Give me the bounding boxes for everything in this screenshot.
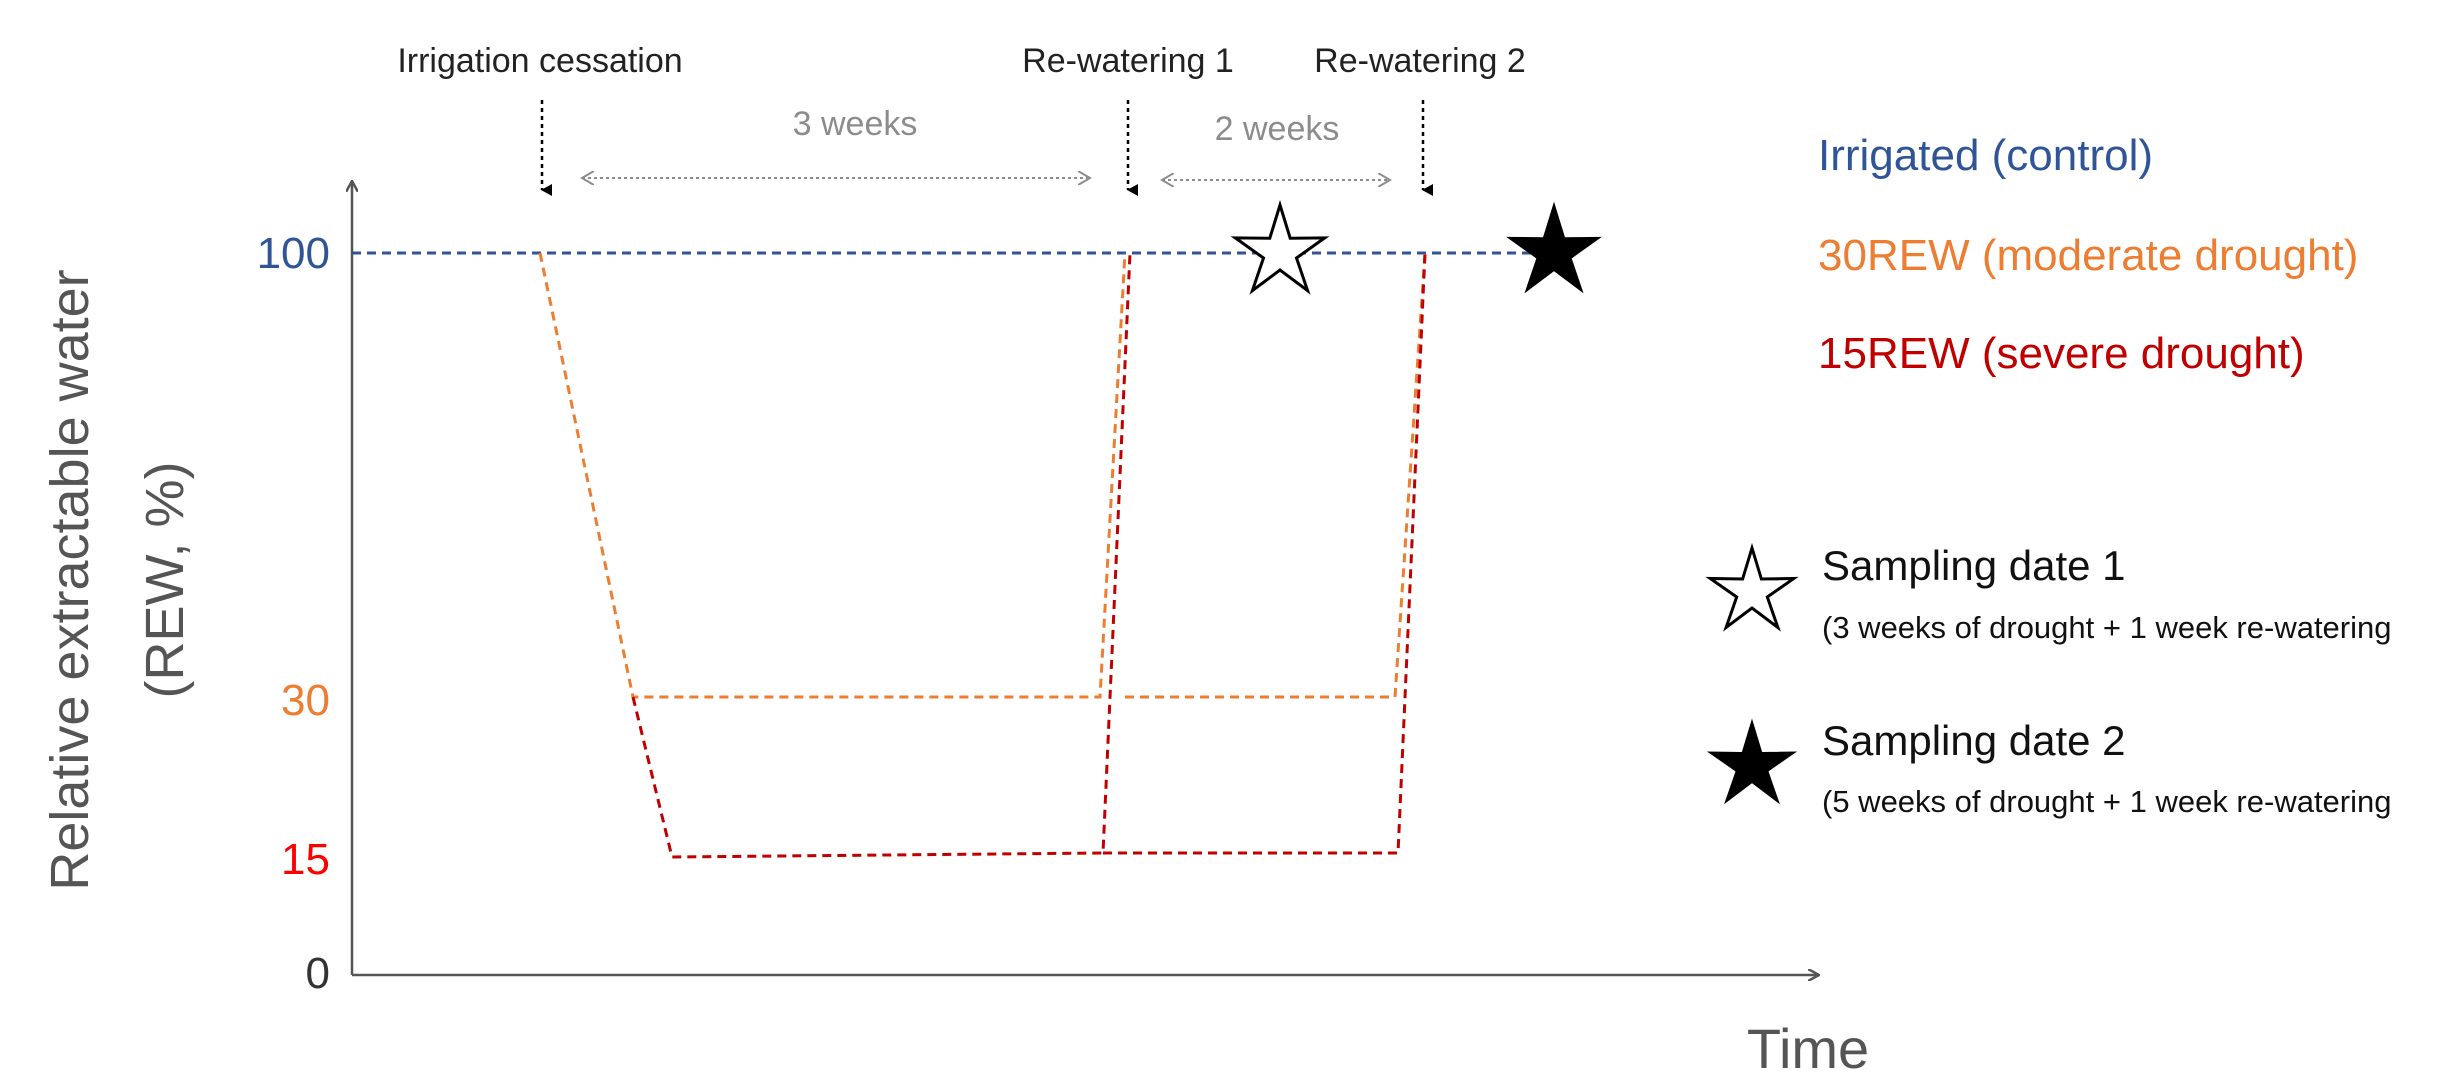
y-axis-label-unit: (REW, %) — [135, 462, 195, 699]
legend-moderate-drought: 30REW (moderate drought) — [1818, 231, 2358, 280]
sampling-date-1-star-icon — [1230, 199, 1330, 295]
irrigation-cessation-label: Irrigation cessation — [397, 42, 682, 80]
legend-sampling-1-star-icon — [1705, 542, 1799, 632]
severe-drought-line-2 — [1103, 252, 1427, 855]
legend-sampling-2-star-icon — [1706, 718, 1798, 805]
y-tick-0: 0 — [306, 949, 330, 998]
rewatering-2-label: Re-watering 2 — [1314, 42, 1526, 80]
moderate-drought-line-2 — [1125, 252, 1427, 699]
severe-drought-line — [631, 252, 1132, 859]
legend-sampling-2-note: (5 weeks of drought + 1 week re-watering — [1822, 784, 2392, 819]
x-axis-label: Time — [1747, 1017, 1869, 1080]
interval-2-weeks-label: 2 weeks — [1215, 110, 1340, 148]
y-tick-30: 30 — [281, 676, 330, 725]
sampling-date-2-star-icon — [1506, 201, 1602, 294]
legend-sampling-1-note: (3 weeks of drought + 1 week re-watering — [1822, 610, 2392, 645]
y-tick-100: 100 — [257, 229, 330, 278]
legend-sampling-2-title: Sampling date 2 — [1822, 717, 2126, 764]
legend-irrigated: Irrigated (control) — [1818, 131, 2153, 180]
y-axis-label: Relative extractable water — [40, 269, 100, 890]
rewatering-1-label: Re-watering 1 — [1022, 42, 1234, 80]
y-tick-15: 15 — [281, 835, 330, 884]
legend-severe-drought: 15REW (severe drought) — [1818, 329, 2305, 378]
legend-sampling-1-title: Sampling date 1 — [1822, 542, 2126, 589]
moderate-drought-line — [538, 252, 1127, 699]
interval-3-weeks-label: 3 weeks — [793, 105, 918, 143]
